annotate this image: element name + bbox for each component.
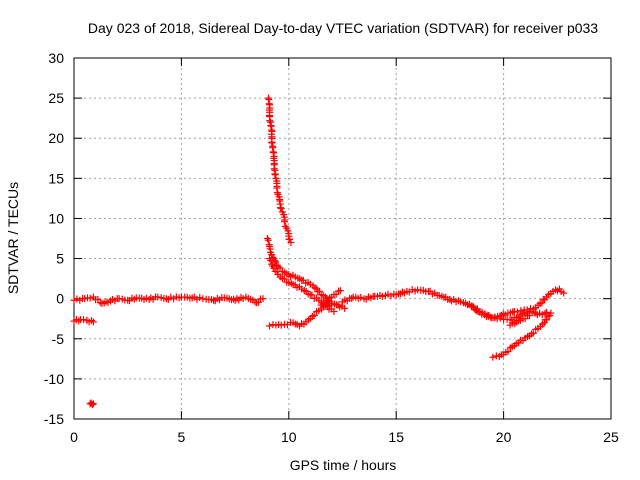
data-point (89, 318, 97, 326)
data-point (504, 348, 512, 356)
data-point (88, 401, 96, 409)
data-point (357, 293, 365, 301)
data-point (89, 400, 97, 408)
y-tick-label: -5 (52, 331, 65, 347)
data-point (529, 329, 537, 337)
data-point (80, 316, 88, 324)
data-point (277, 321, 285, 329)
data-point (86, 294, 94, 302)
data-point (287, 239, 295, 247)
data-point (263, 235, 271, 242)
data-point (266, 117, 274, 125)
data-point (310, 311, 318, 319)
data-point (489, 353, 497, 361)
data-point (547, 309, 555, 317)
data-point (265, 322, 273, 330)
data-point (560, 289, 568, 297)
x-axis-label: GPS time / hours (290, 457, 397, 473)
y-tick-labels: -15 -10 -5 0 5 10 15 20 25 30 (44, 50, 64, 427)
data-point (281, 218, 289, 226)
data-point (330, 308, 338, 316)
x-tick-label: 20 (496, 429, 512, 445)
y-tick-label: 10 (48, 210, 64, 226)
y-tick-label: -15 (44, 411, 64, 427)
data-point (75, 317, 83, 325)
y-axis-label: SDTVAR / TECUs (5, 182, 21, 294)
x-tick-label: 15 (388, 429, 404, 445)
data-point (281, 222, 289, 230)
data-point (472, 307, 480, 315)
data-points (70, 94, 568, 409)
y-tick-label: 20 (48, 130, 64, 146)
data-point (286, 235, 294, 243)
data-point (196, 294, 204, 302)
y-tick-label: 30 (48, 50, 64, 66)
data-point (268, 251, 276, 259)
data-point (496, 314, 504, 322)
axis-ticks (73, 57, 612, 420)
data-point (270, 264, 278, 272)
chart-title: Day 023 of 2018, Sidereal Day-to-day VTE… (88, 20, 598, 36)
data-point (341, 304, 349, 312)
data-point (513, 308, 521, 316)
data-point (277, 204, 285, 212)
data-point (268, 139, 276, 147)
data-point (267, 256, 275, 264)
data-point (543, 308, 551, 316)
data-point (272, 258, 280, 266)
y-tick-label: 25 (48, 90, 64, 106)
data-point (270, 165, 278, 173)
y-tick-label: 15 (48, 170, 64, 186)
x-tick-label: 5 (178, 429, 186, 445)
y-tick-label: 5 (56, 251, 64, 267)
data-point (273, 189, 281, 197)
data-point (384, 290, 392, 298)
data-point (525, 312, 533, 320)
grid-lines (74, 58, 611, 419)
data-point (348, 294, 356, 302)
data-point (543, 316, 551, 324)
data-point (264, 236, 272, 244)
y-tick-label: -10 (44, 371, 64, 387)
data-point (336, 287, 344, 295)
data-point (259, 295, 267, 303)
data-point (273, 268, 281, 276)
data-point (378, 292, 386, 300)
x-tick-label: 0 (70, 429, 78, 445)
y-tick-label: 0 (56, 291, 64, 307)
x-tick-labels: 0 5 10 15 20 25 (70, 429, 619, 445)
plot-frame (73, 57, 612, 420)
x-tick-label: 10 (281, 429, 297, 445)
x-tick-label: 25 (603, 429, 619, 445)
data-point (276, 204, 284, 212)
